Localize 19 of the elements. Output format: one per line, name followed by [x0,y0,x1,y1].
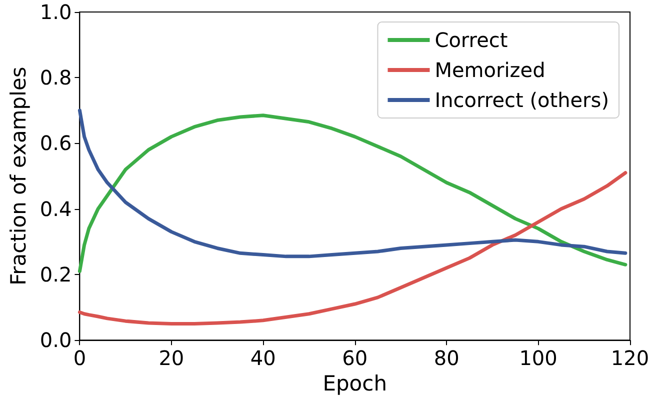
x-tick-label: 40 [250,346,276,370]
legend-label: Memorized [434,58,546,82]
legend-label: Incorrect (others) [434,88,610,112]
x-axis-title: Epoch [322,372,388,396]
x-tick-label: 80 [434,346,460,370]
y-tick-label: 1.0 [40,0,72,24]
y-tick-label: 0.0 [40,328,72,352]
x-tick-label: 60 [342,346,368,370]
y-tick-label: 0.8 [40,66,72,90]
legend-label: Correct [434,28,508,52]
y-tick-label: 0.4 [40,196,72,221]
y-tick-label: 0.2 [40,262,72,286]
x-tick-label: 100 [519,346,558,370]
x-tick-label: 0 [73,346,86,370]
x-tick-label: 20 [158,346,184,370]
y-tick-label: 0.6 [40,131,72,156]
y-axis-title: Fraction of examples [6,66,30,286]
x-tick-label: 120 [610,346,650,370]
line-series [78,171,628,326]
